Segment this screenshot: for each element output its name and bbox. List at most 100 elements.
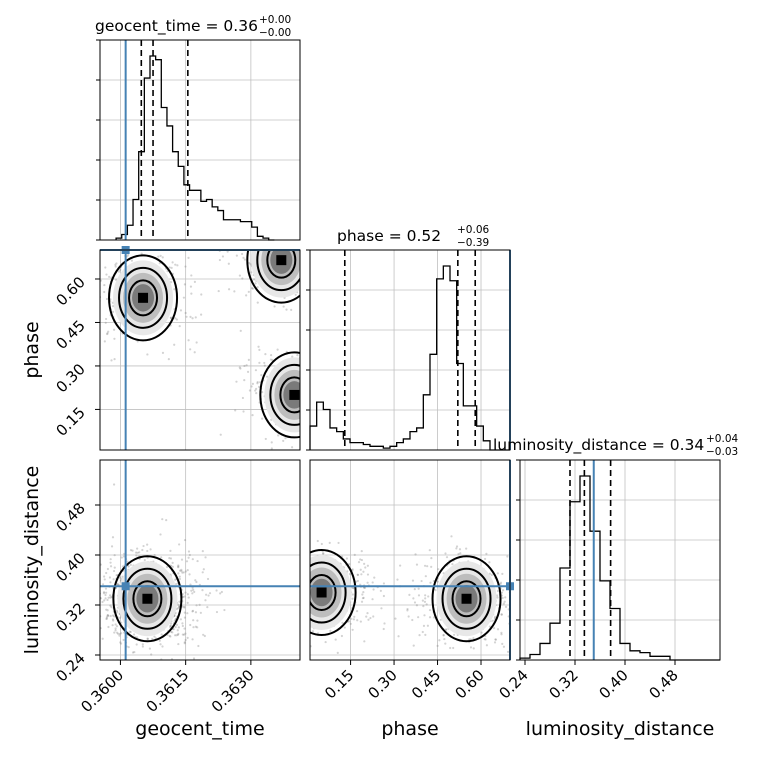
sample-point <box>186 593 189 596</box>
sample-point <box>352 618 355 621</box>
panel-frame-2-0 <box>99 459 301 661</box>
sample-point <box>483 637 486 641</box>
sample-point <box>174 263 177 266</box>
sample-point <box>199 611 202 614</box>
sample-point <box>306 383 308 385</box>
sample-point <box>424 633 427 636</box>
sample-point <box>302 382 304 384</box>
sample-point <box>307 593 309 595</box>
sample-point <box>493 615 497 619</box>
sample-point <box>202 568 205 571</box>
sample-point <box>184 311 187 315</box>
sample-point <box>413 601 417 604</box>
sample-point <box>242 410 245 413</box>
sample-point <box>132 633 136 636</box>
sample-point <box>129 630 132 634</box>
sample-point <box>305 413 307 415</box>
sample-point <box>496 589 500 593</box>
contour-1-0 <box>310 549 357 636</box>
sample-point <box>308 588 310 590</box>
sample-point <box>180 558 184 561</box>
title-geocent-time-plus: +0.00 <box>259 14 291 26</box>
sample-point <box>218 258 221 262</box>
sample-point <box>355 610 359 613</box>
sample-point <box>455 547 458 550</box>
sample-point <box>188 553 191 557</box>
sample-point <box>256 301 259 304</box>
sample-point <box>304 392 306 394</box>
sample-point <box>276 348 279 351</box>
sample-point <box>304 246 306 248</box>
sample-point <box>305 371 307 373</box>
sample-point <box>239 329 242 332</box>
sample-point <box>306 224 308 226</box>
sample-point <box>253 278 256 281</box>
sample-point <box>265 375 269 378</box>
sample-point <box>362 596 365 599</box>
contours-luminosity_distance-vs-phase <box>310 549 502 643</box>
sample-point <box>302 366 304 368</box>
sample-point <box>364 566 367 569</box>
sample-point <box>135 554 138 557</box>
sample-point <box>500 633 503 636</box>
sample-point <box>502 589 505 592</box>
title-luminosity-distance: luminosity_distance = 0.34 +0.04 −0.03 <box>493 433 738 458</box>
sample-point <box>512 567 514 569</box>
sample-point <box>160 633 163 636</box>
sample-point <box>353 615 356 618</box>
sample-point <box>309 235 311 237</box>
sample-point <box>451 562 454 566</box>
sample-point <box>128 630 131 633</box>
panel-bg-2-0 <box>100 460 300 660</box>
sample-point <box>129 549 133 552</box>
sample-point <box>117 270 121 273</box>
sample-point <box>251 414 254 417</box>
sample-point <box>485 644 488 647</box>
sample-point <box>245 294 248 297</box>
sample-point <box>360 558 364 562</box>
sample-point <box>116 582 119 585</box>
sample-point <box>257 345 260 348</box>
sample-point <box>172 628 175 631</box>
sample-point <box>195 341 198 344</box>
sample-point <box>307 570 309 572</box>
title-phase-minus: −0.39 <box>457 237 489 249</box>
sample-point <box>112 619 115 622</box>
contour-1-2 <box>266 250 297 279</box>
sample-point <box>511 620 513 622</box>
sample-point <box>303 401 305 403</box>
sample-point <box>488 625 492 628</box>
sample-point <box>307 415 309 417</box>
sample-point <box>112 328 116 331</box>
sample-point <box>304 579 306 581</box>
sample-point <box>176 264 179 267</box>
x-axis-label-phase: phase <box>381 718 438 740</box>
sample-point <box>511 603 513 605</box>
sample-point <box>184 265 187 268</box>
sample-point <box>348 620 351 623</box>
sample-point <box>417 587 420 590</box>
sample-point <box>303 597 305 599</box>
sample-point <box>119 268 122 271</box>
sample-point <box>119 641 122 644</box>
sample-point <box>406 607 409 611</box>
sample-point <box>112 578 115 581</box>
sample-point <box>108 275 111 278</box>
sample-point <box>359 568 362 571</box>
sample-point <box>114 263 117 266</box>
sample-point <box>359 558 362 561</box>
sample-point <box>306 601 308 603</box>
sample-point <box>109 558 112 561</box>
sample-point <box>434 589 437 592</box>
sample-point <box>97 578 99 580</box>
sample-point <box>90 610 92 612</box>
sample-point <box>321 240 323 242</box>
sample-point <box>258 361 261 364</box>
sample-point <box>490 573 493 577</box>
sample-point <box>102 592 106 595</box>
sample-point <box>261 417 264 420</box>
sample-point <box>221 255 225 258</box>
sample-point <box>141 645 144 648</box>
sample-point <box>423 564 427 567</box>
sample-point <box>305 376 307 378</box>
